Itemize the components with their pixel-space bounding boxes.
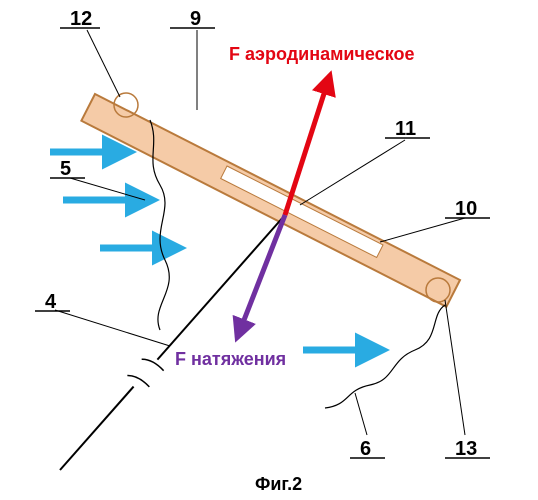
ref-label-5: 5: [60, 158, 71, 180]
ref-label-9: 9: [190, 8, 201, 30]
squiggle-right: [325, 305, 445, 408]
force-aero-label: F аэродинамическое: [229, 44, 414, 64]
force-tension-arrow: [237, 215, 285, 338]
ref-label-6: 6: [360, 438, 371, 460]
ref-label-10: 10: [455, 198, 477, 220]
callout-line-11: [300, 140, 405, 205]
tether-lower: [60, 387, 134, 470]
tether-upper: [157, 215, 285, 360]
wing-slot: [221, 166, 383, 257]
force-tension-label: F натяжения: [175, 349, 286, 369]
tether-break-mark: [142, 359, 164, 370]
callout-line-10: [380, 218, 465, 242]
callout-line-6: [355, 393, 367, 435]
force-aero-arrow: [285, 75, 330, 215]
ref-label-11: 11: [395, 118, 416, 140]
callout-line-13: [445, 300, 465, 435]
figure-caption: Фиг.2: [255, 474, 302, 494]
ref-label-4: 4: [45, 291, 57, 313]
callout-line-4: [55, 310, 170, 346]
tether-break-mark: [127, 376, 149, 387]
callout-line-12: [87, 30, 120, 97]
ref-label-13: 13: [455, 438, 477, 460]
ref-label-12: 12: [70, 8, 92, 30]
